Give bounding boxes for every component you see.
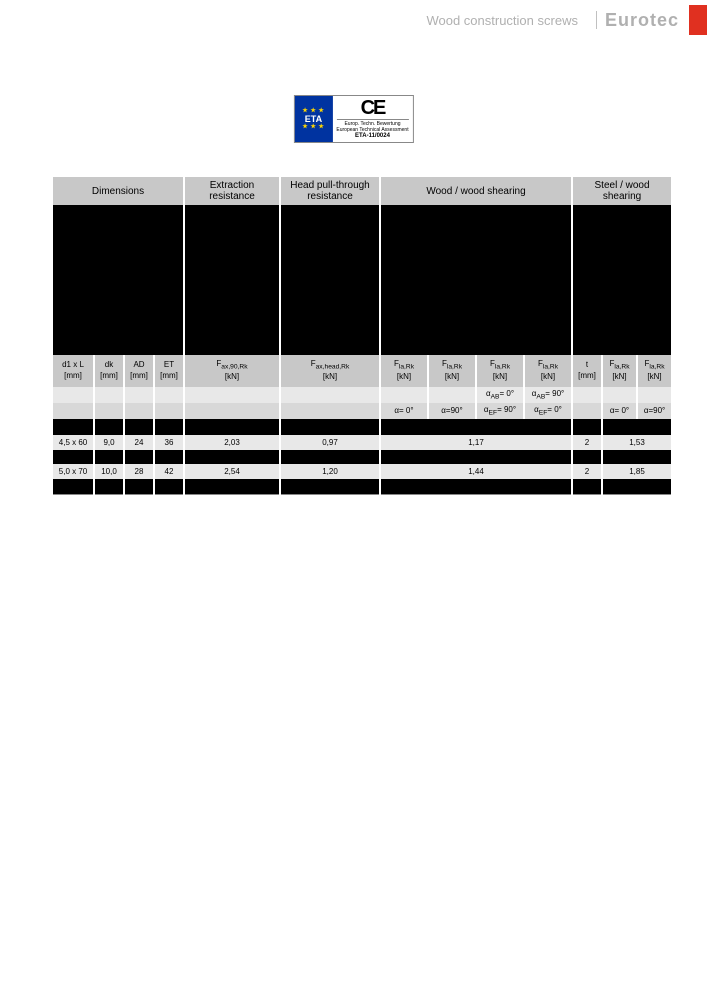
angle-ef90: αEF= 90° (476, 403, 524, 419)
table-black-bottom (52, 479, 672, 495)
cell-ad: 24 (124, 435, 154, 450)
col-t: t[mm] (572, 355, 602, 387)
table-black-sep (52, 450, 672, 464)
col-fla-6: Fla,Rk[kN] (637, 355, 672, 387)
data-table: Dimensions Extraction resistance Head pu… (51, 177, 671, 495)
hdr-head: Head pull-through resistance (280, 177, 380, 205)
cell-fhead: 0,97 (280, 435, 380, 450)
col-et: ET[mm] (154, 355, 184, 387)
cell-d1xl: 5,0 x 70 (52, 464, 94, 479)
eta-badge-icon: ★ ★ ★ ETA ★ ★ ★ (294, 96, 332, 142)
hdr-extraction: Extraction resistance (184, 177, 280, 205)
angle-ef0: αEF= 0° (524, 403, 572, 419)
table-sub-header: d1 x L[mm] dk[mm] AD[mm] ET[mm] Fax,90,R… (52, 355, 672, 387)
certification-badge: ★ ★ ★ ETA ★ ★ ★ CE Europ. Techn. Bewertu… (293, 95, 413, 143)
col-fla-1: Fla,Rk[kN] (380, 355, 428, 387)
cell-sw: 1,53 (602, 435, 672, 450)
angle-ab0: αAB= 0° (476, 387, 524, 403)
red-tab-icon (689, 5, 707, 35)
page-header: Wood construction screws Eurotec (426, 0, 707, 40)
cell-fax: 2,54 (184, 464, 280, 479)
col-ad: AD[mm] (124, 355, 154, 387)
cell-t: 2 (572, 464, 602, 479)
angle-a0-2: α= 0° (602, 403, 637, 419)
cell-sw: 1,85 (602, 464, 672, 479)
cell-t: 2 (572, 435, 602, 450)
ce-mark-icon: CE (361, 98, 385, 118)
col-fla-4: Fla,Rk[kN] (524, 355, 572, 387)
col-fax: Fax,90,Rk[kN] (184, 355, 280, 387)
col-fla-5: Fla,Rk[kN] (602, 355, 637, 387)
header-divider (596, 11, 597, 29)
category-label: Wood construction screws (426, 13, 578, 28)
brand-logo: Eurotec (605, 10, 679, 31)
cell-d1xl: 4,5 x 60 (52, 435, 94, 450)
cell-fhead: 1,20 (280, 464, 380, 479)
eta-label: ETA (305, 114, 322, 124)
cell-dk: 9,0 (94, 435, 124, 450)
cell-et: 42 (154, 464, 184, 479)
table-row: 4,5 x 60 9,0 24 36 2,03 0,97 1,17 2 1,53 (52, 435, 672, 450)
angle-a90-1: α=90° (428, 403, 476, 419)
ce-badge: CE Europ. Techn. Bewertung European Tech… (332, 96, 412, 142)
cell-ww: 1,17 (380, 435, 572, 450)
hdr-dimensions: Dimensions (52, 177, 184, 205)
col-fla-3: Fla,Rk[kN] (476, 355, 524, 387)
col-fla-2: Fla,Rk[kN] (428, 355, 476, 387)
hdr-woodwood: Wood / wood shearing (380, 177, 572, 205)
hdr-steelwood: Steel / wood shearing (572, 177, 672, 205)
cell-dk: 10,0 (94, 464, 124, 479)
cell-ad: 28 (124, 464, 154, 479)
table-group-header: Dimensions Extraction resistance Head pu… (52, 177, 672, 205)
angle-a90-2: α=90° (637, 403, 672, 419)
cert-code: ETA-11/0024 (336, 133, 408, 140)
cell-ww: 1,44 (380, 464, 572, 479)
col-fhead: Fax,head,Rk[kN] (280, 355, 380, 387)
table-row: 5,0 x 70 10,0 28 42 2,54 1,20 1,44 2 1,8… (52, 464, 672, 479)
table-black-thin (52, 419, 672, 435)
table-black-spacer (52, 205, 672, 355)
cell-et: 36 (154, 435, 184, 450)
angle-row-2: α= 0° α=90° αEF= 90° αEF= 0° α= 0° α=90° (52, 403, 672, 419)
angle-ab90: αAB= 90° (524, 387, 572, 403)
col-dk: dk[mm] (94, 355, 124, 387)
angle-row-1: αAB= 0° αAB= 90° (52, 387, 672, 403)
col-d1xl: d1 x L[mm] (52, 355, 94, 387)
cell-fax: 2,03 (184, 435, 280, 450)
angle-a0-1: α= 0° (380, 403, 428, 419)
